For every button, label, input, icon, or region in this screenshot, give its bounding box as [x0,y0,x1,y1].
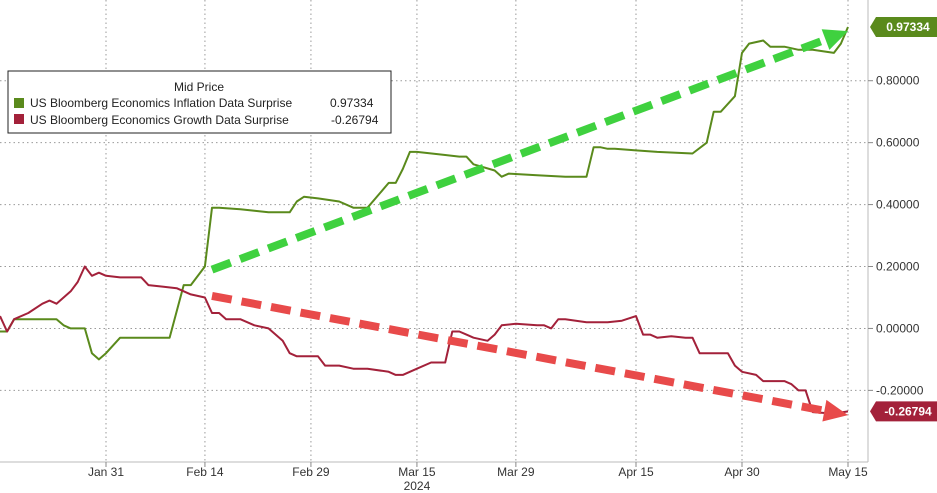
tag-value: 0.97334 [886,20,930,34]
arrow-shaft [210,35,827,274]
legend-value-inflation: 0.97334 [330,96,374,110]
growth-data-surprise-line [0,265,849,415]
arrow-shaft [211,291,826,415]
x-tick-label: Jan 31 [88,465,124,479]
uptrend-arrow [210,29,848,274]
x-tick-label: Mar 29 [497,465,535,479]
legend: Mid Price US Bloomberg Economics Inflati… [7,70,392,134]
arrow-head [822,399,848,422]
y-tick-label: 0.40000 [876,198,920,212]
legend-label-growth: US Bloomberg Economics Growth Data Surpr… [30,113,289,127]
tag-background [870,17,937,38]
legend-swatch-growth [14,114,24,124]
legend-value-growth: -0.26794 [331,113,379,127]
x-tick-label: May 15 [828,465,868,479]
y-tick-label: -0.20000 [876,383,924,397]
trend-arrows [210,29,848,422]
series-lines [0,26,849,415]
legend-box [7,70,392,134]
tag-background [870,401,937,422]
y-tick-label: 0.80000 [876,74,920,88]
tag-value: -0.26794 [884,404,932,418]
legend-title: Mid Price [174,80,224,94]
inflation-last-value-tag: 0.97334 [870,17,937,38]
x-tick-label: Feb 29 [292,465,330,479]
x-year-label: 2024 [404,479,431,493]
legend-label-inflation: US Bloomberg Economics Inflation Data Su… [30,96,292,110]
x-tick-label: Feb 14 [186,465,224,479]
inflation-data-surprise-line [0,26,849,361]
downtrend-arrow [211,291,848,422]
y-tick-label: 0.20000 [876,260,920,274]
x-tick-label: Apr 15 [618,465,654,479]
y-tick-label: 0.60000 [876,136,920,150]
arrow-head [821,29,848,50]
legend-swatch-inflation [14,98,24,108]
growth-last-value-tag: -0.26794 [870,401,937,422]
y-tick-label: 0.00000 [876,321,920,335]
last-value-tags: 0.97334 -0.26794 [870,17,937,422]
x-tick-label: Mar 15 [398,465,436,479]
x-tick-label: Apr 30 [724,465,760,479]
